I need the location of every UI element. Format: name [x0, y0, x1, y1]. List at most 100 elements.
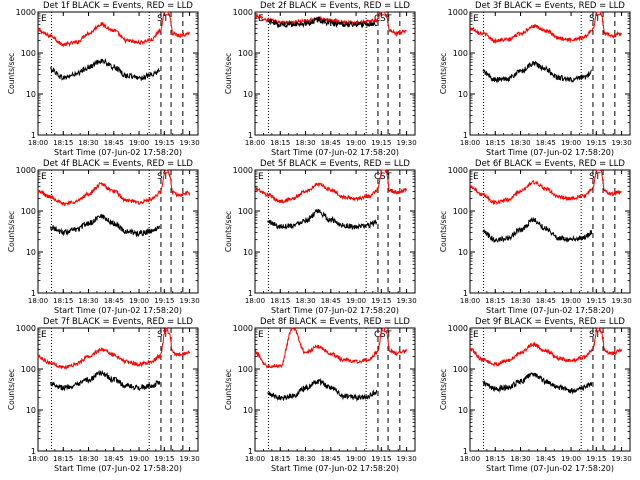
- x-tick-label: 18:30: [78, 297, 98, 305]
- y-axis-label: Counts/sec: [439, 369, 448, 410]
- series-line-events: [482, 372, 593, 395]
- chart-title: Det 5f BLACK = Events, RED = LLD: [260, 159, 410, 169]
- y-tick-label: 10: [458, 406, 468, 415]
- x-tick-label: 18:45: [104, 455, 124, 463]
- x-tick-label: 18:15: [270, 139, 290, 147]
- y-axis-label: Counts/sec: [224, 211, 233, 252]
- series-line-lld: [37, 169, 191, 207]
- x-tick-label: 19:30: [179, 139, 199, 147]
- x-tick-label: 19:30: [179, 455, 199, 463]
- annotation-letter: S: [589, 330, 595, 340]
- y-tick-label: 1000: [16, 324, 36, 333]
- x-tick-label: 19:30: [611, 455, 631, 463]
- x-tick-label: 18:00: [245, 139, 265, 147]
- y-tick-label: 10: [458, 248, 468, 257]
- annotation-letter: E: [473, 330, 479, 340]
- annotation-letter: S: [157, 172, 163, 182]
- series-line-events: [50, 58, 161, 82]
- chart-panel-7: Det 7f BLACK = Events, RED = LLD 1 10 100 10…: [7, 317, 200, 473]
- x-tick-label: 18:00: [245, 297, 265, 305]
- x-tick-label: 18:00: [28, 297, 48, 305]
- y-axis-label: Counts/sec: [7, 211, 16, 252]
- x-tick-label: 19:15: [371, 455, 391, 463]
- annotation-letter: E: [473, 14, 479, 24]
- x-tick-label: 19:15: [586, 455, 606, 463]
- x-axis-label: Start Time (07-Jun-02 17:58:20): [54, 464, 182, 473]
- y-tick-label: 10: [458, 90, 468, 99]
- chart-panel-2: Det 2f BLACK = Events, RED = LLD 1 10 100 10…: [224, 1, 417, 157]
- series-line-events: [267, 15, 378, 29]
- series-line-events: [482, 60, 592, 84]
- annotation-letter: T: [385, 172, 392, 182]
- x-axis-label: Start Time (07-Jun-02 17:58:20): [54, 306, 182, 315]
- y-tick-label: 100: [238, 49, 253, 58]
- x-tick-label: 19:15: [371, 139, 391, 147]
- x-axis-label: Start Time (07-Jun-02 17:58:20): [486, 306, 614, 315]
- x-tick-label: 19:15: [371, 297, 391, 305]
- series-line-events: [482, 216, 593, 244]
- x-tick-label: 19:30: [611, 139, 631, 147]
- series-line-events: [50, 369, 161, 392]
- y-axis-label: Counts/sec: [7, 369, 16, 410]
- y-tick-label: 100: [238, 207, 253, 216]
- y-tick-label: 100: [21, 207, 36, 216]
- plot-frame: [254, 327, 416, 452]
- x-tick-label: 19:30: [396, 297, 416, 305]
- x-tick-label: 18:45: [104, 297, 124, 305]
- annotation-letter: E: [41, 330, 47, 340]
- x-tick-label: 19:00: [346, 139, 366, 147]
- y-tick-label: 1000: [448, 8, 468, 17]
- plot-frame: [469, 327, 631, 452]
- annotation-letter: T: [385, 330, 392, 340]
- series-line-lld: [469, 11, 623, 45]
- annotation-letter: T: [594, 14, 601, 24]
- annotation-letter: S: [157, 330, 163, 340]
- x-tick-label: 18:15: [53, 139, 73, 147]
- annotation-letter: E: [41, 172, 47, 182]
- y-tick-label: 100: [21, 365, 36, 374]
- y-tick-label: 1: [463, 131, 468, 140]
- annotation-letter: E: [258, 14, 264, 24]
- x-tick-label: 18:00: [460, 297, 480, 305]
- plot-frame: [37, 169, 199, 294]
- x-tick-label: 18:45: [536, 455, 556, 463]
- y-tick-label: 1000: [16, 166, 36, 175]
- plot-frame: [254, 11, 416, 136]
- y-tick-label: 100: [21, 49, 36, 58]
- x-tick-label: 19:30: [396, 139, 416, 147]
- x-tick-label: 18:00: [28, 139, 48, 147]
- y-tick-label: 1000: [233, 324, 253, 333]
- chart-title: Det 6f BLACK = Events, RED = LLD: [475, 159, 625, 169]
- y-tick-label: 1000: [16, 8, 36, 17]
- plot-frame: [37, 11, 199, 136]
- x-axis-label: Start Time (07-Jun-02 17:58:20): [486, 464, 614, 473]
- x-tick-label: 18:00: [460, 455, 480, 463]
- annotation-letter: C: [374, 330, 380, 340]
- x-tick-label: 19:15: [154, 139, 174, 147]
- annotation-letter: S: [589, 172, 595, 182]
- x-tick-label: 19:00: [129, 455, 149, 463]
- x-tick-label: 18:45: [536, 139, 556, 147]
- annotation-letter: T: [594, 330, 601, 340]
- y-tick-label: 1: [248, 131, 253, 140]
- annotation-letter: T: [385, 14, 392, 24]
- x-tick-label: 19:00: [129, 139, 149, 147]
- chart-panel-4: Det 4f BLACK = Events, RED = LLD 1 10 100 10…: [7, 159, 200, 315]
- y-axis-label: Counts/sec: [224, 369, 233, 410]
- annotation-letter: C: [374, 172, 380, 182]
- y-tick-label: 10: [243, 406, 253, 415]
- plot-frame: [469, 11, 631, 136]
- chart-title: Det 3f BLACK = Events, RED = LLD: [475, 1, 625, 11]
- x-tick-label: 19:00: [561, 297, 581, 305]
- x-tick-label: 18:00: [245, 455, 265, 463]
- annotation-letter: T: [162, 330, 169, 340]
- y-axis-label: Counts/sec: [224, 53, 233, 94]
- series-line-lld: [254, 169, 408, 204]
- x-tick-label: 19:00: [561, 139, 581, 147]
- x-tick-label: 18:15: [270, 297, 290, 305]
- x-tick-label: 18:45: [321, 297, 341, 305]
- annotation-letter: E: [473, 172, 479, 182]
- annotation-letter: T: [162, 172, 169, 182]
- y-tick-label: 1: [248, 447, 253, 456]
